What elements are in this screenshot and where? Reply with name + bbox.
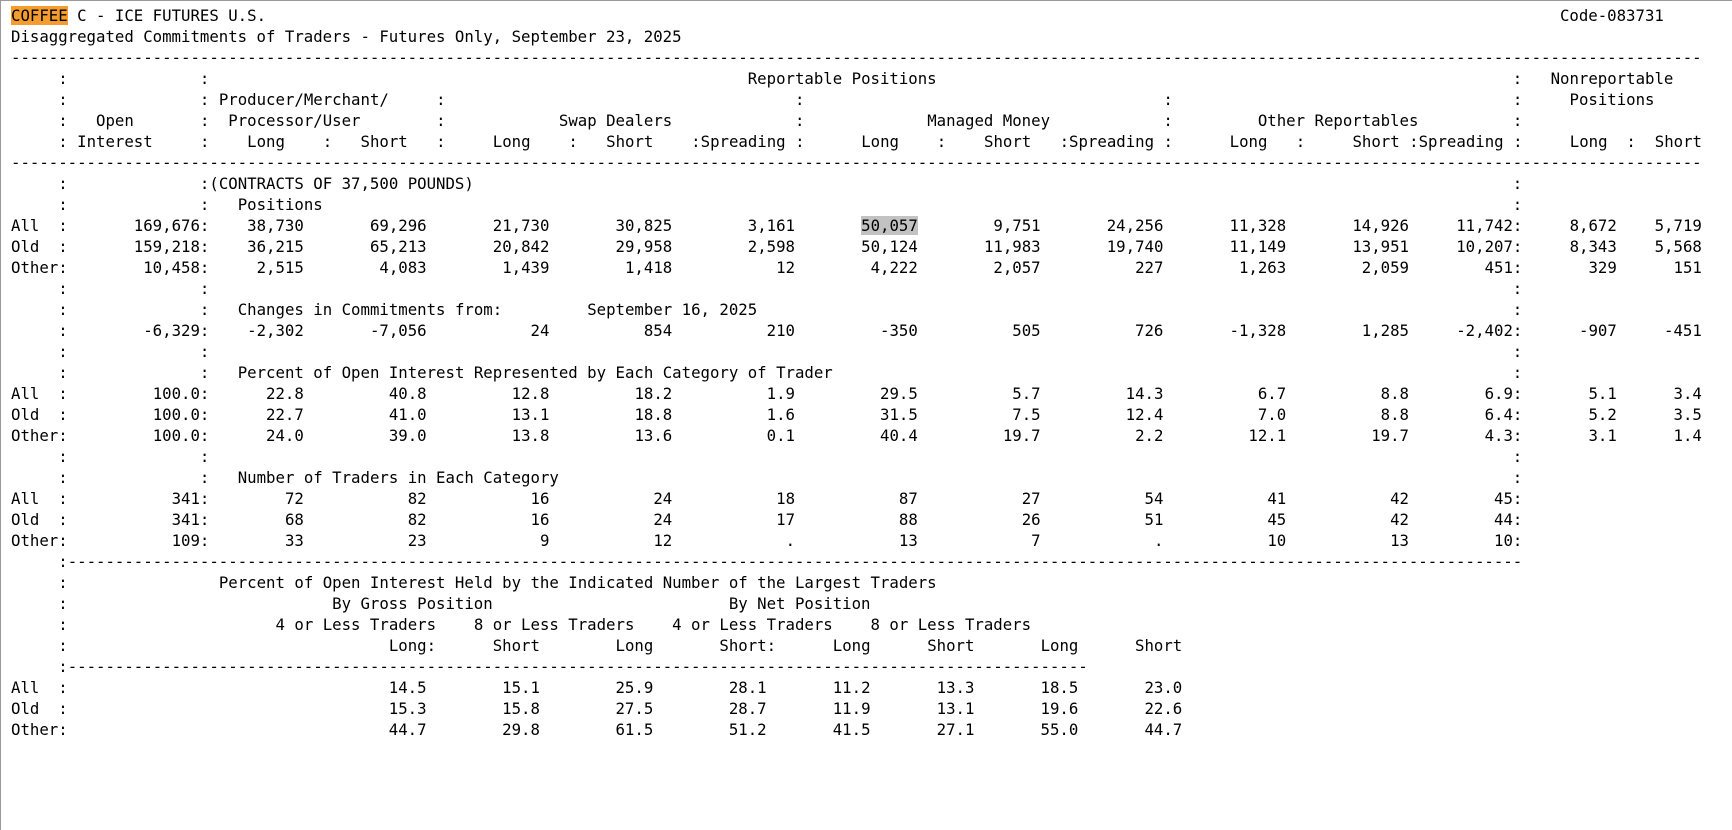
rule: ----------------------------------------… (11, 48, 1702, 67)
report-subtitle: Disaggregated Commitments of Traders - F… (11, 27, 682, 46)
table-row: : -6,329: -2,302 -7,056 24 854 210 -350 … (11, 321, 1702, 340)
section-note: : :(CONTRACTS OF 37,500 POUNDS) : (58, 174, 1523, 193)
header-row: : : Reportable Positions : Nonreportable (58, 69, 1674, 88)
section-title: : Percent of Open Interest Held by the I… (58, 573, 937, 592)
search-highlight: COFFEE (11, 6, 68, 25)
header-row: : Long: Short Long Short: Long Short Lon… (58, 636, 1183, 655)
spacer-row: : : : (58, 342, 1523, 361)
report-code: Code-083731 (1559, 6, 1664, 25)
selected-cell-highlight: 50,057 (861, 216, 918, 235)
table-row: All : 341: 72 82 16 24 18 87 27 54 41 42… (11, 489, 1523, 508)
header-row: : : Producer/Merchant/ : : : : Positions (58, 90, 1655, 109)
report-title: COFFEE C - ICE FUTURES U.S. Code-083731 (11, 6, 1664, 25)
header-row: : By Gross Position By Net Position (58, 594, 871, 613)
section-title: : : Positions : (58, 195, 1523, 214)
table-row: Other: 44.7 29.8 61.5 51.2 41.5 27.1 55.… (11, 720, 1183, 739)
table-row: Old : 100.0: 22.7 41.0 13.1 18.8 1.6 31.… (11, 405, 1702, 424)
table-row: All : 169,676: 38,730 69,296 21,730 30,8… (11, 216, 1702, 235)
header-row: : 4 or Less Traders 8 or Less Traders 4 … (58, 615, 1032, 634)
table-row: Other: 10,458: 2,515 4,083 1,439 1,418 1… (11, 258, 1702, 277)
rule: :---------------------------------------… (58, 657, 1088, 676)
header-row: : Open : Processor/User : Swap Dealers :… (58, 111, 1523, 130)
table-row: Old : 15.3 15.8 27.5 28.7 11.9 13.1 19.6… (11, 699, 1183, 718)
spacer-row: : : : (58, 447, 1523, 466)
table-row: Old : 341: 68 82 16 24 17 88 26 51 45 42… (11, 510, 1523, 529)
table-row: All : 100.0: 22.8 40.8 12.8 18.2 1.9 29.… (11, 384, 1702, 403)
table-row: Other: 100.0: 24.0 39.0 13.8 13.6 0.1 40… (11, 426, 1702, 445)
rule: :---------------------------------------… (58, 552, 1523, 571)
cot-report-text: COFFEE C - ICE FUTURES U.S. Code-083731 D… (1, 1, 1732, 740)
section-title: : : Changes in Commitments from: Septemb… (58, 300, 1523, 319)
table-row: Old : 159,218: 36,215 65,213 20,842 29,9… (11, 237, 1702, 256)
table-row: Other: 109: 33 23 9 12 . 13 7 . 10 13 10… (11, 531, 1523, 550)
spacer-row: : : : (58, 279, 1523, 298)
header-row: : Interest : Long : Short : Long : Short… (58, 132, 1702, 151)
table-row: All : 14.5 15.1 25.9 28.1 11.2 13.3 18.5… (11, 678, 1183, 697)
rule: ----------------------------------------… (11, 153, 1702, 172)
section-title: : : Percent of Open Interest Represented… (58, 363, 1523, 382)
section-title: : : Number of Traders in Each Category : (58, 468, 1523, 487)
